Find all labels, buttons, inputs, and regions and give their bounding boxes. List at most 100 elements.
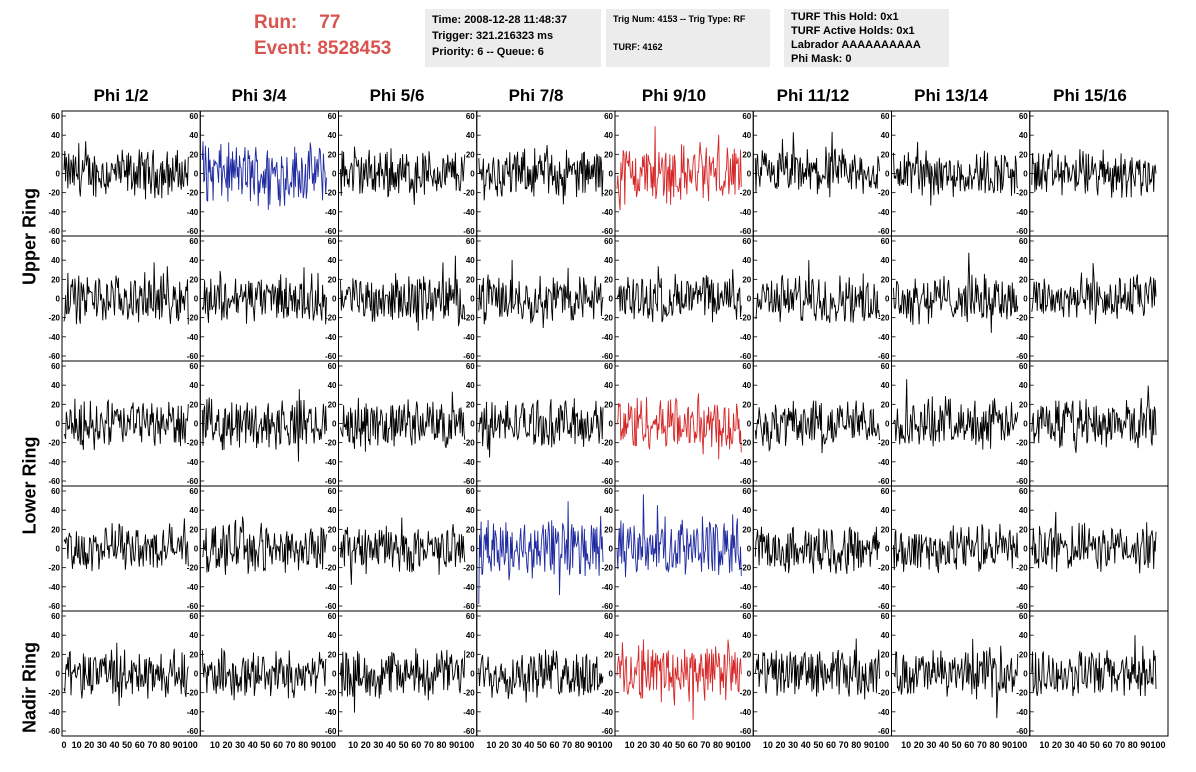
- y-tick-label: 40: [466, 506, 475, 515]
- y-tick-label: -40: [1016, 458, 1028, 467]
- y-tick-label: -40: [187, 458, 199, 467]
- x-tick-label: 40: [1077, 740, 1087, 750]
- y-tick-label: 20: [51, 400, 60, 409]
- y-tick-label: 40: [189, 631, 198, 640]
- y-tick-label: 60: [1019, 362, 1028, 371]
- x-tick-label: 10: [625, 740, 635, 750]
- y-tick-label: 20: [604, 150, 613, 159]
- x-tick-label: 30: [788, 740, 798, 750]
- y-tick-label: 0: [194, 420, 199, 429]
- y-tick-label: 0: [1023, 670, 1028, 679]
- y-tick-label: -20: [878, 189, 890, 198]
- y-tick-label: -40: [601, 333, 613, 342]
- y-tick-label: -40: [878, 333, 890, 342]
- y-tick-label: 40: [1019, 506, 1028, 515]
- y-tick-label: -20: [740, 439, 752, 448]
- x-tick-label: 90: [1002, 740, 1012, 750]
- y-tick-label: -60: [48, 227, 60, 236]
- waveform-trace: [478, 259, 604, 329]
- x-tick-label: 90: [1140, 740, 1150, 750]
- x-tick-label: 90: [726, 740, 736, 750]
- y-tick-label: 0: [332, 545, 337, 554]
- y-tick-label: -60: [463, 727, 475, 736]
- y-tick-label: 60: [189, 112, 198, 121]
- x-tick-label: 20: [637, 740, 647, 750]
- waveform-trace: [616, 393, 742, 460]
- waveform-trace: [63, 398, 189, 451]
- x-tick-label: 50: [1090, 740, 1100, 750]
- y-tick-label: 20: [189, 650, 198, 659]
- y-tick-label: 40: [466, 131, 475, 140]
- y-tick-label: 40: [742, 381, 751, 390]
- panel-frame: [1029, 110, 1169, 237]
- event-value: 8528453: [317, 38, 392, 59]
- y-tick-label: -20: [48, 564, 60, 573]
- x-tick-label: 80: [575, 740, 585, 750]
- x-tick-label: 20: [222, 740, 232, 750]
- phi-header-11-12: Phi 11/12: [776, 86, 850, 105]
- y-tick-label: 20: [742, 525, 751, 534]
- y-tick-label: -60: [463, 477, 475, 486]
- x-tick-label: 90: [449, 740, 459, 750]
- trigger-text: Trigger: 321.216323 ms: [432, 30, 554, 42]
- y-tick-label: -40: [1016, 708, 1028, 717]
- x-tick-label: 10: [1039, 740, 1049, 750]
- y-tick-label: 20: [604, 650, 613, 659]
- y-tick-label: 0: [56, 295, 61, 304]
- y-tick-label: 20: [328, 650, 337, 659]
- y-tick-label: 20: [1019, 525, 1028, 534]
- y-tick-label: -20: [878, 689, 890, 698]
- x-tick-label: 70: [424, 740, 434, 750]
- y-tick-label: -60: [325, 227, 337, 236]
- y-tick-label: 20: [189, 400, 198, 409]
- y-tick-label: -60: [325, 727, 337, 736]
- y-tick-label: 60: [881, 612, 890, 621]
- x-tick-label: 30: [926, 740, 936, 750]
- waveform-trace: [616, 639, 742, 720]
- y-tick-label: -20: [48, 439, 60, 448]
- y-tick-label: 20: [1019, 275, 1028, 284]
- y-tick-label: -60: [187, 727, 199, 736]
- x-tick-label: 30: [1065, 740, 1075, 750]
- y-tick-label: -20: [325, 439, 337, 448]
- waveform-trace: [754, 638, 880, 700]
- y-tick-label: -60: [878, 477, 890, 486]
- waveform-trace: [1031, 263, 1157, 324]
- y-tick-label: 60: [1019, 487, 1028, 496]
- y-tick-label: 60: [51, 362, 60, 371]
- y-tick-label: -40: [325, 708, 337, 717]
- y-tick-label: 0: [1023, 170, 1028, 179]
- x-tick-label: 70: [839, 740, 849, 750]
- y-tick-label: 60: [466, 612, 475, 621]
- y-tick-label: -40: [325, 333, 337, 342]
- y-tick-label: -20: [325, 689, 337, 698]
- x-tick-label: 100: [459, 740, 474, 750]
- phi-header-13-14: Phi 13/14: [914, 86, 988, 105]
- y-tick-label: -40: [463, 458, 475, 467]
- phi-header-1-2: Phi 1/2: [93, 86, 149, 105]
- y-tick-label: 60: [742, 487, 751, 496]
- waveform-trace: [201, 648, 327, 701]
- y-tick-label: 0: [747, 670, 752, 679]
- y-tick-label: -60: [1016, 227, 1028, 236]
- y-tick-label: 40: [51, 256, 60, 265]
- y-tick-label: 60: [466, 237, 475, 246]
- y-tick-label: -40: [1016, 333, 1028, 342]
- x-tick-label: 50: [537, 740, 547, 750]
- waveform-trace: [340, 517, 466, 585]
- y-tick-label: -60: [1016, 477, 1028, 486]
- y-tick-label: 60: [189, 362, 198, 371]
- y-tick-label: -20: [187, 189, 199, 198]
- y-tick-label: 20: [189, 525, 198, 534]
- y-tick-label: 40: [328, 381, 337, 390]
- turf-active-text: TURF Active Holds: 0x1: [791, 25, 915, 37]
- y-tick-label: 0: [332, 420, 337, 429]
- y-tick-label: 0: [609, 170, 614, 179]
- waveform-trace: [893, 252, 1019, 333]
- y-tick-label: 20: [742, 400, 751, 409]
- y-tick-label: 0: [747, 420, 752, 429]
- y-tick-label: 0: [609, 420, 614, 429]
- x-tick-label: 70: [286, 740, 296, 750]
- x-tick-label: 90: [864, 740, 874, 750]
